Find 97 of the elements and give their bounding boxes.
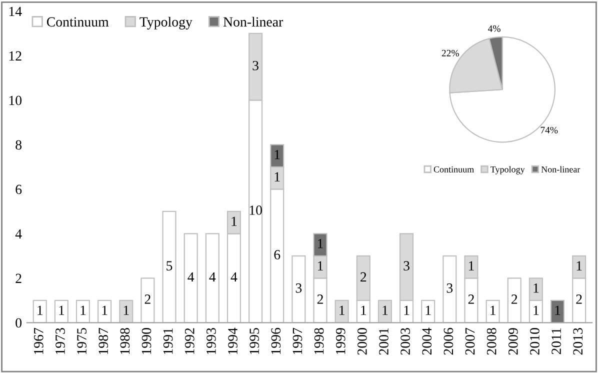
- data-label: 1: [382, 306, 388, 315]
- data-label: 1: [274, 150, 280, 160]
- bar: [54, 300, 68, 323]
- data-label: 1: [534, 283, 539, 293]
- data-label: 1: [274, 172, 280, 182]
- x-tick-label: 1998: [314, 328, 324, 354]
- bar: [486, 300, 500, 323]
- legend-label: Non-linear: [541, 166, 580, 172]
- x-tick-label: 2013: [573, 328, 583, 355]
- bar: [140, 278, 155, 323]
- data-label: 10: [250, 206, 262, 215]
- data-label: 2: [512, 294, 518, 304]
- bar: [76, 300, 90, 323]
- data-label: 2: [576, 294, 582, 304]
- y-tick-label: 10: [9, 96, 22, 106]
- data-label: 1: [124, 306, 129, 315]
- bar: [378, 300, 392, 323]
- bar: [421, 300, 436, 323]
- y-tick-label: 8: [16, 140, 22, 150]
- x-tick-label: 1967: [34, 328, 44, 354]
- x-tick-label: 2000: [357, 328, 367, 355]
- x-tick-label: 2007: [465, 328, 475, 355]
- data-label: 2: [317, 294, 323, 304]
- data-label: 2: [144, 294, 150, 304]
- x-tick-label: 1997: [292, 328, 302, 354]
- bar: [162, 210, 176, 323]
- data-label: 3: [296, 283, 302, 293]
- bar: [507, 278, 522, 323]
- data-label: 1: [80, 306, 86, 315]
- x-tick-label: 1987: [98, 328, 108, 354]
- data-label: 3: [404, 261, 410, 271]
- data-label: 1: [534, 306, 539, 315]
- y-tick-label: 0: [16, 318, 22, 328]
- bar: [442, 255, 457, 323]
- data-label: 1: [318, 261, 323, 270]
- x-tick-label: 2011: [552, 328, 561, 354]
- data-label: 6: [274, 250, 280, 260]
- data-label: 1: [555, 306, 560, 315]
- data-label: 1: [318, 238, 323, 248]
- x-tick-label: 1973: [56, 328, 65, 354]
- x-tick-label: 1999: [336, 328, 346, 354]
- data-label: 1: [38, 306, 42, 315]
- legend-label: Continuum: [46, 17, 109, 27]
- legend-label: Typology: [140, 16, 192, 30]
- x-tick-label: 2009: [508, 328, 518, 355]
- x-tick-label: 2008: [486, 328, 496, 355]
- y-tick-label: 4: [15, 229, 22, 238]
- x-tick-label: 2010: [530, 328, 540, 355]
- data-label: 74%: [540, 126, 558, 134]
- data-label: 1: [404, 306, 410, 315]
- bar: [119, 300, 134, 323]
- data-label: 2: [360, 272, 366, 282]
- data-label: 4: [188, 272, 194, 282]
- data-label: 1: [426, 306, 431, 315]
- x-tick-label: 1990: [142, 328, 152, 354]
- data-label: 1: [232, 216, 237, 226]
- legend-label: Typology: [490, 166, 525, 174]
- x-tick-label: 2001: [379, 328, 388, 355]
- data-label: 4%: [488, 25, 500, 32]
- bar: [98, 300, 112, 323]
- data-label: 1: [340, 306, 344, 315]
- y-tick-label: 14: [9, 6, 22, 16]
- x-tick-label: 1975: [77, 328, 86, 354]
- x-tick-label: 2006: [444, 328, 454, 355]
- data-label: 1: [576, 261, 582, 270]
- data-label: 2: [468, 294, 474, 304]
- bar: [184, 233, 198, 323]
- bar: [32, 300, 47, 323]
- x-tick-label: 1988: [120, 328, 130, 354]
- x-tick-label: 1993: [206, 328, 216, 354]
- x-tick-label: 1994: [228, 328, 238, 354]
- data-label: 3: [252, 60, 258, 70]
- bar: [205, 233, 220, 323]
- data-label: 4: [230, 272, 238, 282]
- x-tick-label: 1991: [163, 328, 173, 354]
- x-tick-label: 2003: [400, 328, 410, 355]
- data-label: 1: [102, 306, 108, 315]
- data-label: 3: [446, 283, 453, 293]
- legend-label: Non-linear: [223, 16, 284, 27]
- bar: [334, 300, 349, 323]
- data-label: 1: [59, 306, 64, 315]
- data-label: 22%: [442, 50, 459, 56]
- x-tick-label: 1992: [184, 328, 194, 354]
- data-label: 5: [166, 261, 172, 271]
- x-tick-label: 2004: [422, 328, 432, 355]
- data-label: 1: [468, 261, 474, 270]
- legend-label: Continuum: [434, 166, 474, 172]
- x-tick-label: 1995: [250, 328, 260, 354]
- data-label: 1: [490, 306, 496, 315]
- data-label: 4: [209, 272, 216, 282]
- x-tick-label: 1996: [271, 328, 281, 354]
- bar: [550, 300, 565, 323]
- y-tick-label: 2: [16, 274, 22, 283]
- y-tick-label: 12: [9, 51, 22, 60]
- data-label: 1: [361, 306, 366, 315]
- bar: [292, 255, 306, 323]
- y-tick-label: 6: [16, 184, 22, 194]
